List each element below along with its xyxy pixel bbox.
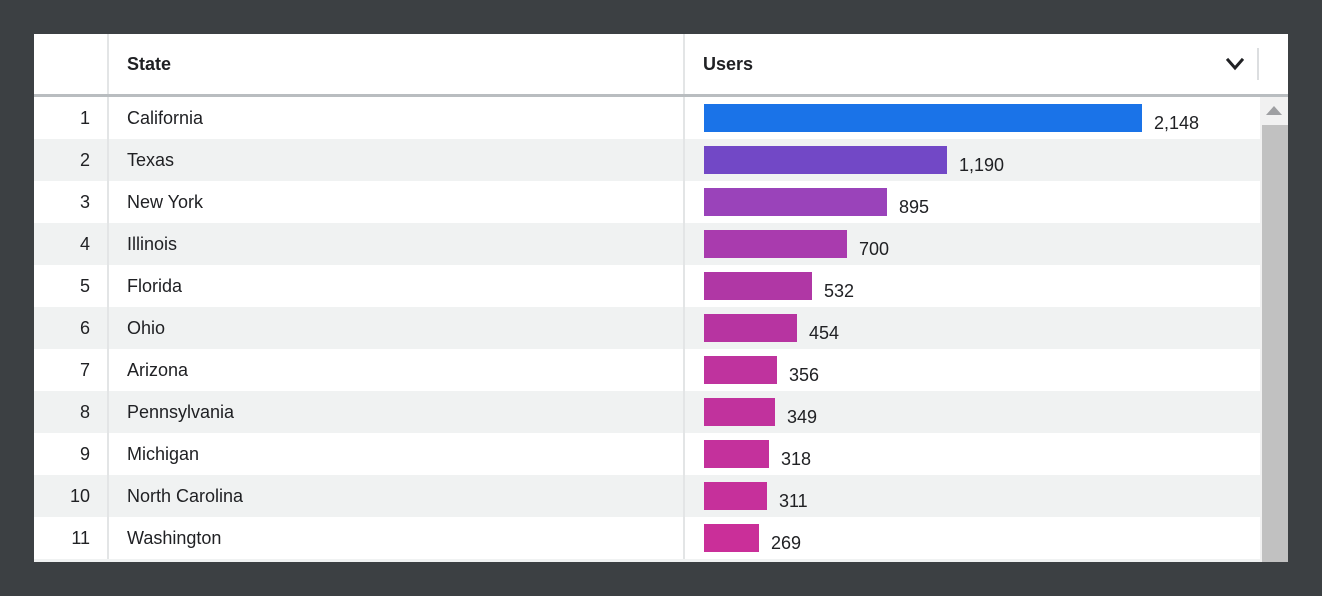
users-bar (704, 356, 777, 384)
row-users: 269 (683, 517, 1288, 559)
table-row[interactable]: 10 North Carolina 311 (34, 475, 1288, 517)
row-rank: 11 (71, 527, 90, 548)
header-state-column[interactable]: State (107, 34, 683, 94)
users-value: 318 (781, 448, 812, 469)
users-value: 895 (899, 196, 930, 217)
users-bar (704, 272, 812, 300)
row-state[interactable]: North Carolina (107, 475, 683, 517)
row-rank: 4 (79, 233, 90, 254)
row-state[interactable]: Florida (107, 265, 683, 307)
row-users: 349 (683, 391, 1288, 433)
table-row[interactable]: 1 California 2,148 (34, 97, 1288, 139)
row-rank: 7 (79, 359, 90, 380)
row-users: 2,148 (683, 97, 1288, 139)
users-bar (704, 314, 797, 342)
users-value: 356 (789, 364, 820, 385)
row-users: 356 (683, 349, 1288, 391)
users-value: 1,190 (959, 154, 1005, 175)
row-state[interactable]: Illinois (107, 223, 683, 265)
header-users-column[interactable]: Users (683, 34, 1288, 94)
users-value: 269 (771, 532, 802, 553)
header-end-divider (1257, 48, 1259, 80)
table-row[interactable]: 7 Arizona 356 (34, 349, 1288, 391)
table-row[interactable]: 4 Illinois 700 (34, 223, 1288, 265)
users-bar (704, 440, 769, 468)
table-row[interactable]: 6 Ohio 454 (34, 307, 1288, 349)
data-table-card: State Users 1 California 2,148 2 Texas 1… (34, 34, 1288, 562)
row-users: 454 (683, 307, 1288, 349)
row-state[interactable]: Arizona (107, 349, 683, 391)
row-state[interactable]: Ohio (107, 307, 683, 349)
row-users: 532 (683, 265, 1288, 307)
row-users: 1,190 (683, 139, 1288, 181)
row-rank: 3 (79, 191, 90, 212)
row-rank: 9 (79, 443, 90, 464)
vertical-scrollbar[interactable] (1260, 97, 1288, 562)
users-bar (704, 482, 767, 510)
row-state[interactable]: California (107, 97, 683, 139)
table-header-row: State Users (34, 34, 1288, 97)
users-bar (704, 230, 847, 258)
chevron-down-icon[interactable] (1226, 56, 1244, 72)
row-users: 895 (683, 181, 1288, 223)
table-row[interactable]: 5 Florida 532 (34, 265, 1288, 307)
table-body: 1 California 2,148 2 Texas 1,190 3 New Y… (34, 97, 1288, 562)
table-row[interactable]: 9 Michigan 318 (34, 433, 1288, 475)
table-row[interactable]: 8 Pennsylvania 349 (34, 391, 1288, 433)
scrollbar-thumb[interactable] (1262, 125, 1288, 562)
users-bar (704, 146, 947, 174)
row-rank: 8 (79, 401, 90, 422)
table-row[interactable]: 2 Texas 1,190 (34, 139, 1288, 181)
row-rank: 6 (79, 317, 90, 338)
users-value: 532 (824, 280, 855, 301)
scroll-up-arrow-icon (1266, 105, 1282, 115)
row-rank: 10 (69, 485, 90, 506)
table-row[interactable]: 11 Washington 269 (34, 517, 1288, 559)
header-rank-column (34, 34, 107, 94)
users-value: 454 (809, 322, 840, 343)
users-bar (704, 104, 1142, 132)
users-bar (704, 524, 759, 552)
users-value: 311 (779, 490, 808, 511)
users-value: 349 (787, 406, 818, 427)
row-state[interactable]: Pennsylvania (107, 391, 683, 433)
row-state[interactable]: Texas (107, 139, 683, 181)
row-users: 318 (683, 433, 1288, 475)
table-row[interactable]: 3 New York 895 (34, 181, 1288, 223)
users-value: 700 (859, 238, 890, 259)
row-users: 700 (683, 223, 1288, 265)
row-rank: 1 (79, 107, 90, 128)
row-state[interactable]: Michigan (107, 433, 683, 475)
row-rank: 5 (79, 275, 90, 296)
row-rank: 2 (79, 149, 90, 170)
users-value: 2,148 (1154, 112, 1200, 133)
header-users-label: Users (703, 53, 754, 74)
row-state[interactable]: Washington (107, 517, 683, 559)
row-users: 311 (683, 475, 1288, 517)
scroll-up-button[interactable] (1260, 97, 1288, 123)
clipped-next-row (34, 559, 1288, 562)
users-bar (704, 188, 887, 216)
users-bar (704, 398, 775, 426)
row-state[interactable]: New York (107, 181, 683, 223)
